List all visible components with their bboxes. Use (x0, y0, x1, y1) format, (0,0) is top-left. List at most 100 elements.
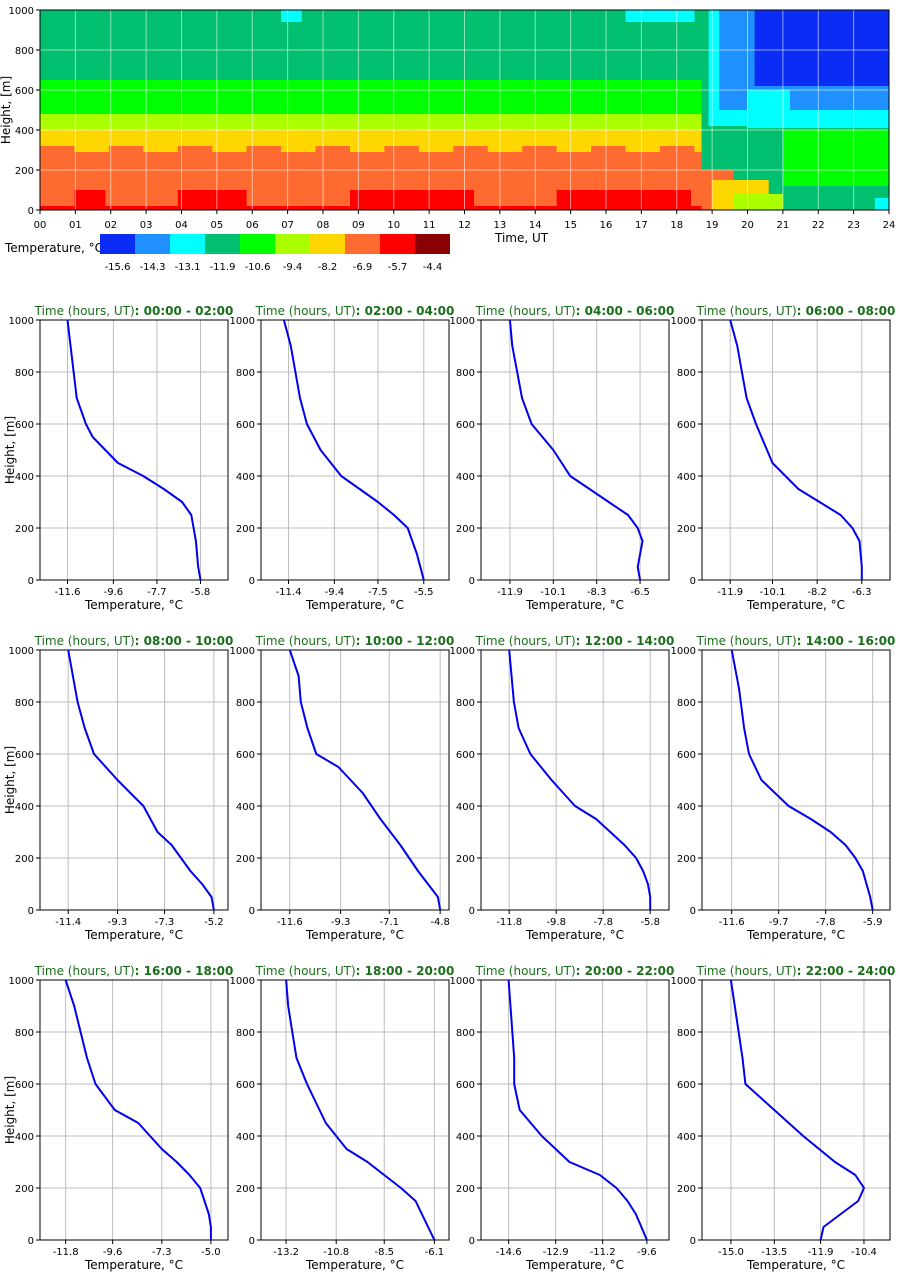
colorbar-swatch (415, 234, 450, 254)
colorbar-tick-label: -14.3 (140, 262, 166, 273)
y-tick-label: 400 (677, 1132, 696, 1143)
x-tick-label: -9.7 (769, 917, 789, 928)
heatmap-cell (281, 10, 302, 22)
x-tick-label: 01 (69, 220, 82, 231)
heatmap-cell (733, 194, 783, 210)
y-axis-label: Height, [m] (3, 416, 17, 484)
heatmap-cell (789, 118, 889, 128)
y-tick-label: 800 (456, 368, 475, 379)
x-tick-label: -7.8 (593, 917, 613, 928)
heatmap-cell (747, 90, 790, 128)
colorbar-tick-label: -6.9 (353, 262, 373, 273)
panel-title-range: : 00:00 - 02:00 (135, 304, 234, 318)
y-tick-label: 800 (677, 698, 696, 709)
profile-panel: Time (hours, UT): 20:00 - 22:00 -14.6 -12.… (450, 964, 675, 1272)
x-tick-label: -11.4 (55, 917, 81, 928)
y-tick-label: 800 (456, 1028, 475, 1039)
y-tick-label: 800 (15, 1028, 34, 1039)
panel-title-range: : 08:00 - 10:00 (135, 634, 234, 648)
panel-title-label: Time (hours, UT) (255, 304, 356, 318)
y-tick-label: 1000 (671, 976, 696, 987)
y-tick-label: 600 (677, 420, 696, 431)
panel-title: Time (hours, UT): 20:00 - 22:00 (475, 964, 675, 978)
y-tick-label: 200 (236, 524, 255, 535)
x-tick-label: 12 (458, 220, 471, 231)
heatmap-cell (212, 190, 247, 206)
y-tick-label: 800 (236, 368, 255, 379)
heatmap-cell (384, 190, 419, 206)
heatmap-cell (522, 94, 557, 102)
colorbar-swatch (310, 234, 345, 254)
y-tick-label: 1000 (671, 316, 696, 327)
y-tick-label: 0 (469, 576, 475, 587)
panel-title: Time (hours, UT): 14:00 - 16:00 (696, 634, 896, 648)
y-tick-label: 600 (15, 86, 34, 97)
colorbar-tick-label: -13.1 (175, 262, 201, 273)
panel-title-label: Time (hours, UT) (255, 964, 356, 978)
y-tick-label: 400 (456, 1132, 475, 1143)
colorbar-tick-label: -10.6 (245, 262, 271, 273)
x-tick-label: -7.1 (380, 917, 400, 928)
x-tick-label: 05 (211, 220, 224, 231)
heatmap-band (40, 10, 702, 80)
panel-title-label: Time (hours, UT) (475, 964, 576, 978)
x-tick-label: 17 (635, 220, 648, 231)
heatmap-cell (625, 190, 660, 206)
y-tick-label: 0 (249, 576, 255, 587)
y-tick-label: 600 (677, 1080, 696, 1091)
panel-title: Time (hours, UT): 06:00 - 08:00 (696, 304, 896, 318)
heatmap-cell (177, 146, 213, 154)
panel-title-label: Time (hours, UT) (696, 964, 797, 978)
x-tick-label: -4.8 (430, 917, 450, 928)
x-tick-label: -6.5 (630, 587, 650, 598)
colorbar-swatch (205, 234, 240, 254)
colorbar-swatch (275, 234, 310, 254)
x-axis-label: Temperature, °C (84, 1258, 183, 1272)
x-tick-label: -13.2 (273, 1247, 299, 1258)
heatmap-cell (349, 94, 385, 102)
y-tick-label: 200 (236, 854, 255, 865)
y-tick-label: 600 (236, 750, 255, 761)
x-tick-label: -7.8 (816, 917, 836, 928)
x-axis-label: Temperature, °C (746, 1258, 845, 1272)
heatmap-cell (212, 94, 247, 102)
x-tick-label: -8.2 (807, 587, 827, 598)
y-tick-label: 200 (677, 1184, 696, 1195)
x-tick-label: 11 (423, 220, 436, 231)
x-tick-label: -9.6 (637, 1247, 657, 1258)
temperature-profile-line (66, 319, 202, 581)
colorbar-swatch (135, 234, 170, 254)
y-axis-label: Height, [m] (0, 76, 13, 144)
x-tick-label: 13 (494, 220, 507, 231)
x-tick-label: -9.6 (103, 1247, 123, 1258)
x-tick-label: 19 (706, 220, 719, 231)
y-tick-label: 600 (677, 750, 696, 761)
temperature-profile-line (64, 979, 212, 1240)
y-axis-label: Height, [m] (3, 1076, 17, 1144)
y-tick-label: 800 (15, 368, 34, 379)
panel-title-label: Time (hours, UT) (696, 304, 797, 318)
colorbar-swatch (170, 234, 205, 254)
x-tick-label: -7.5 (368, 587, 388, 598)
panel-title-label: Time (hours, UT) (34, 634, 135, 648)
panel-title-label: Time (hours, UT) (696, 634, 797, 648)
heatmap-cell (315, 94, 350, 102)
x-tick-label: -5.0 (201, 1247, 221, 1258)
heatmap-cell (40, 94, 75, 102)
temperature-profile-line (729, 979, 865, 1241)
x-tick-label: 07 (281, 220, 294, 231)
x-axis-label: Temperature, °C (525, 928, 624, 942)
heatmap-cell (487, 94, 523, 102)
y-tick-label: 600 (456, 420, 475, 431)
x-tick-label: -5.2 (204, 917, 224, 928)
x-tick-label: -13.5 (761, 1247, 787, 1258)
y-tick-label: 0 (28, 1236, 34, 1247)
y-tick-label: 400 (15, 1132, 34, 1143)
y-tick-label: 200 (15, 166, 34, 177)
panel-title: Time (hours, UT): 02:00 - 04:00 (255, 304, 455, 318)
heatmap-cell (453, 190, 474, 206)
x-tick-label: -11.9 (497, 587, 523, 598)
x-tick-label: 08 (317, 220, 330, 231)
x-tick-label: -11.6 (719, 917, 745, 928)
